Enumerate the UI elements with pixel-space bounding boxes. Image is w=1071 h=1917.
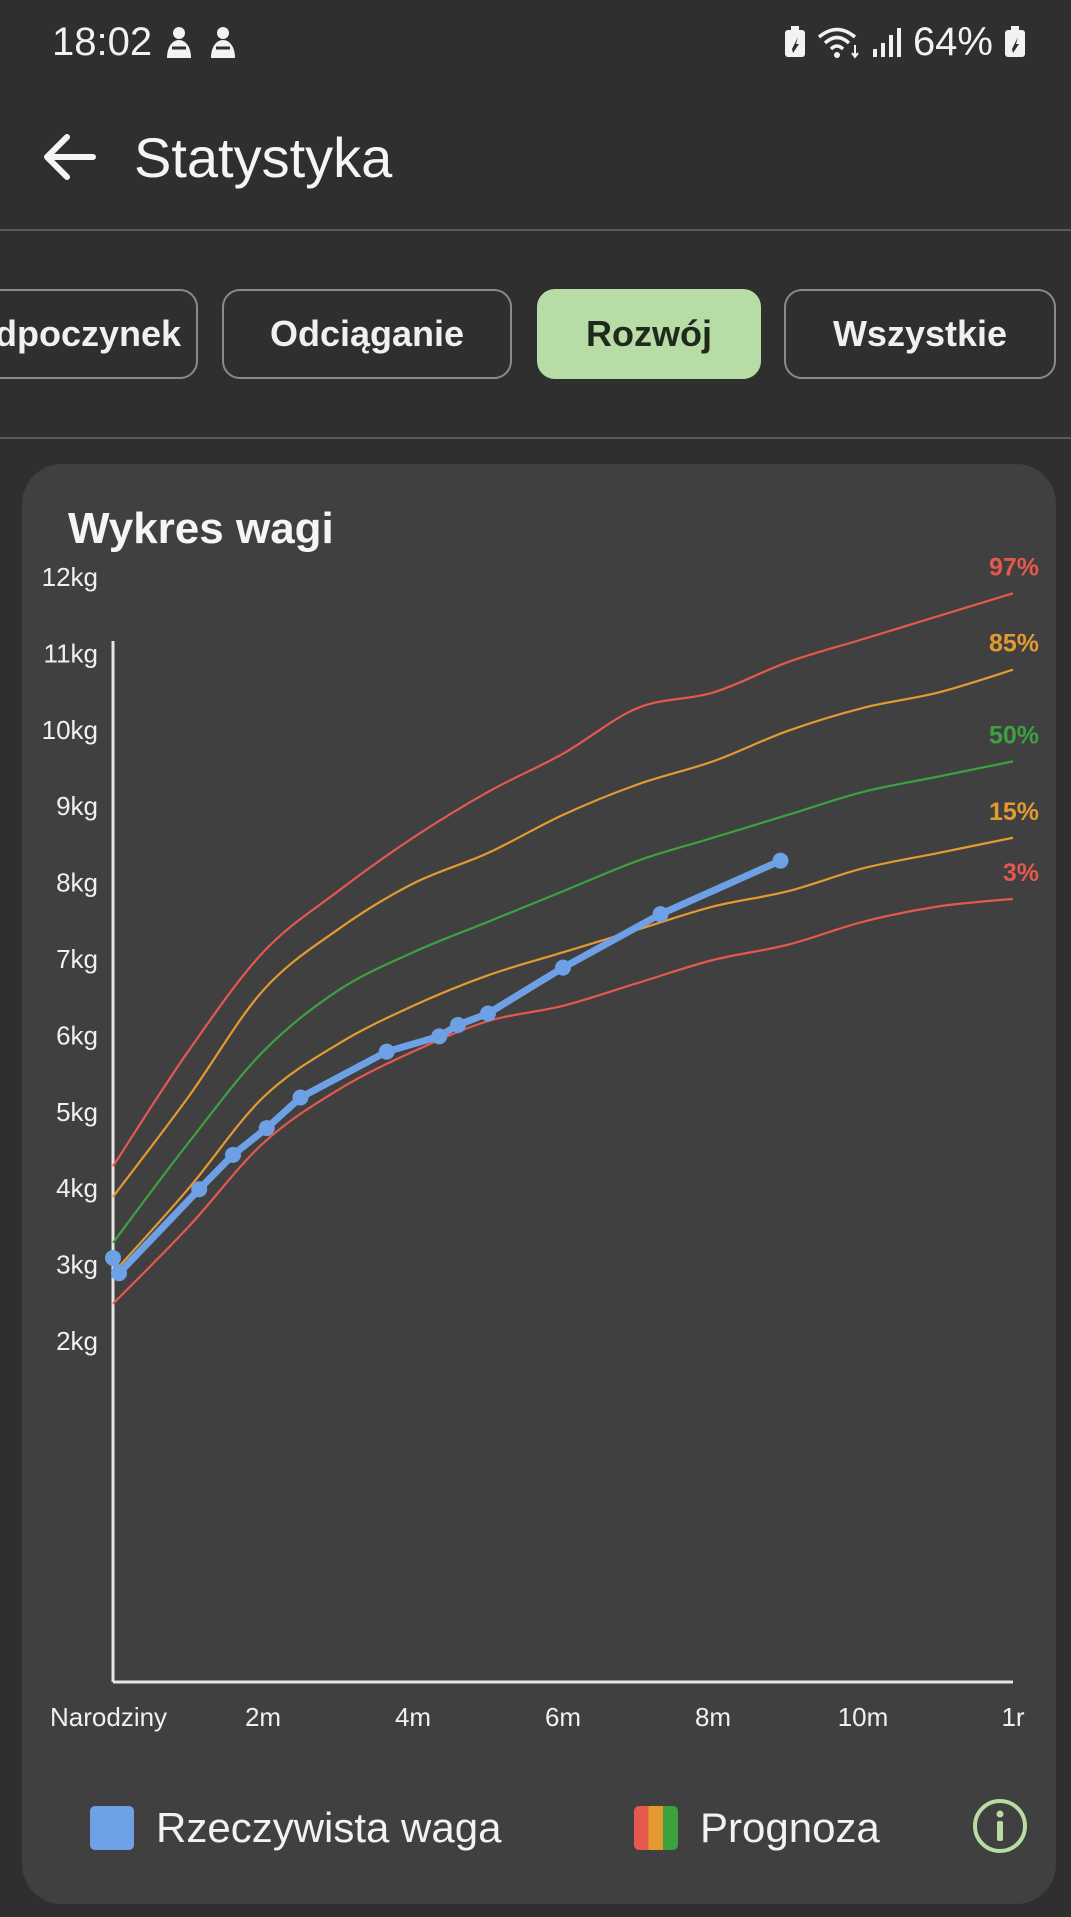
y-tick-label: 9kg [56,791,98,821]
weight-chart-card: Wykres wagi 2kg 3kg 4kg 5kg 6kg 7kg 8kg 9kg 10kg… [22,464,1056,1904]
percentile-label: 3% [1003,859,1039,887]
tab-label: Odpoczynek [0,313,182,354]
legend-swatch [634,1806,678,1850]
actual-weight-point [431,1028,448,1045]
tab-development[interactable]: Rozwój [537,289,761,379]
actual-weight-point [450,1016,466,1033]
percentile-label: 97% [989,553,1039,581]
y-tick-label: 10kg [42,715,98,745]
divider [0,229,1071,231]
tab-label: Rozwój [586,313,712,354]
legend-swatch [90,1806,134,1850]
actual-weight-point [652,906,669,923]
y-tick-label: 7kg [56,944,98,974]
y-tick-label: 11kg [44,638,98,668]
actual-weight-point [225,1146,241,1163]
weight-chart: 2kg 3kg 4kg 5kg 6kg 7kg 8kg 9kg 10kg 11kg 12kg Naro… [42,553,1039,1732]
legend-label: Rzeczywista waga [156,1804,502,1851]
y-tick-label: 12kg [42,562,98,592]
tab-pumping[interactable]: Odciąganie [222,289,512,379]
y-tick-label: 8kg [56,868,98,898]
notification-icon [206,24,240,60]
legend-actual[interactable]: Rzeczywista waga [90,1804,501,1852]
y-tick-label: 3kg [56,1250,98,1280]
status-right: 64% [783,20,1027,65]
status-bar: 18:02 64% [0,0,1071,84]
percentile-label: 85% [989,630,1039,658]
x-tick-label: 6m [545,1702,581,1732]
page-title: Statystyka [134,125,393,189]
app-bar: Statystyka [0,84,1071,230]
actual-weight-point [292,1089,309,1106]
notification-icon [162,24,196,60]
y-tick-label: 5kg [56,1097,98,1127]
actual-weight-point [191,1181,208,1198]
actual-weight-point [378,1043,395,1060]
status-time: 18:02 [52,19,153,64]
actual-weight-point [111,1265,127,1282]
y-tick-label: 4kg [56,1173,98,1203]
percentile-line [112,897,1014,1305]
legend-label: Prognoza [700,1804,880,1851]
percentile-line [112,592,1014,1167]
y-tick-label: 6kg [56,1020,98,1050]
percentile-line [112,836,1014,1274]
x-tick-label: 8m [695,1702,731,1732]
actual-weight-point [480,1005,496,1022]
x-tick-label: 4m [395,1702,431,1732]
x-tick-label: 10m [838,1702,889,1732]
actual-weight-line [109,857,784,1277]
chart-title: Wykres wagi [68,504,334,553]
back-button[interactable] [24,112,114,202]
x-tick-label: Narodziny [50,1702,167,1732]
percentile-label: 15% [989,798,1039,826]
y-tick-label: 2kg [56,1326,98,1356]
tab-rest[interactable]: Odpoczynek [0,289,198,379]
x-tick-label: 1r [1001,1702,1024,1732]
percentile-line [112,760,1014,1244]
x-tick-label: 2m [245,1702,281,1732]
battery-charging-icon [1003,25,1027,59]
actual-weight-point [555,959,571,976]
signal-icon [871,25,903,59]
divider [0,437,1071,439]
tab-label: Odciąganie [269,313,465,354]
actual-weight-point [772,852,789,869]
info-button[interactable] [972,1798,1028,1854]
percentile-line [112,668,1014,1198]
percentile-label: 50% [989,721,1039,749]
actual-weight-point [258,1120,275,1137]
arrow-back-icon [44,134,96,180]
actual-weight-point [105,1249,121,1266]
info-icon [973,1799,1027,1853]
tab-label: Wszystkie [832,313,1008,354]
wifi-icon [817,25,861,59]
tab-all[interactable]: Wszystkie [784,289,1056,379]
status-left: 18:02 [52,20,240,65]
tab-row: Odpoczynek Odciąganie Rozwój Wszystkie [0,232,1071,438]
battery-level: 64% [912,19,993,64]
battery-saver-icon [783,25,807,59]
legend-forecast[interactable]: Prognoza [634,1804,880,1852]
